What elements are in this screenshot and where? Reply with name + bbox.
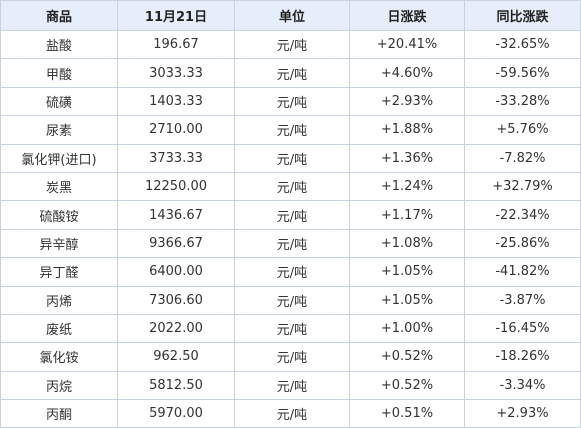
daily-change-cell: +1.17% <box>349 200 465 230</box>
unit-cell: 元/吨 <box>234 370 350 401</box>
header-commodity: 商品 <box>0 0 118 31</box>
price-cell: 5970.00 <box>117 399 235 428</box>
unit-cell: 元/吨 <box>234 342 350 372</box>
daily-change-cell: +1.05% <box>349 257 465 287</box>
table-row: 废纸 2022.00 元/吨 +1.00% -16.45% <box>0 313 581 344</box>
commodity-cell: 丙酮 <box>0 399 118 428</box>
table-header-row: 商品 11月21日 单位 日涨跌 同比涨跌 <box>0 0 581 31</box>
table-row: 盐酸 196.67 元/吨 +20.41% -32.65% <box>0 29 581 60</box>
commodity-cell: 氯化钾(进口) <box>0 143 118 173</box>
yoy-change-cell: +5.76% <box>464 115 581 145</box>
unit-cell: 元/吨 <box>234 313 350 344</box>
table-row: 异辛醇 9366.67 元/吨 +1.08% -25.86% <box>0 228 581 259</box>
unit-cell: 元/吨 <box>234 257 350 287</box>
yoy-change-cell: -22.34% <box>464 200 581 230</box>
daily-change-cell: +1.08% <box>349 228 465 259</box>
yoy-change-cell: -3.34% <box>464 370 581 401</box>
yoy-change-cell: -3.87% <box>464 285 581 315</box>
daily-change-cell: +1.24% <box>349 171 465 202</box>
price-cell: 3033.33 <box>117 58 235 88</box>
yoy-change-cell: -41.82% <box>464 257 581 287</box>
header-daily-change: 日涨跌 <box>349 0 465 31</box>
daily-change-cell: +1.05% <box>349 285 465 315</box>
yoy-change-cell: -7.82% <box>464 143 581 173</box>
unit-cell: 元/吨 <box>234 115 350 145</box>
commodity-cell: 异丁醛 <box>0 257 118 287</box>
commodity-cell: 丙烷 <box>0 370 118 401</box>
yoy-change-cell: +2.93% <box>464 399 581 428</box>
table-row: 氯化钾(进口) 3733.33 元/吨 +1.36% -7.82% <box>0 143 581 173</box>
unit-cell: 元/吨 <box>234 58 350 88</box>
commodity-cell: 氯化铵 <box>0 342 118 372</box>
price-cell: 196.67 <box>117 29 235 60</box>
header-unit: 单位 <box>234 0 350 31</box>
unit-cell: 元/吨 <box>234 200 350 230</box>
unit-cell: 元/吨 <box>234 228 350 259</box>
unit-cell: 元/吨 <box>234 399 350 428</box>
price-cell: 6400.00 <box>117 257 235 287</box>
commodity-cell: 硫酸铵 <box>0 200 118 230</box>
daily-change-cell: +0.52% <box>349 370 465 401</box>
commodity-cell: 丙烯 <box>0 285 118 315</box>
yoy-change-cell: -18.26% <box>464 342 581 372</box>
commodity-cell: 硫磺 <box>0 86 118 117</box>
table-row: 异丁醛 6400.00 元/吨 +1.05% -41.82% <box>0 257 581 287</box>
yoy-change-cell: -33.28% <box>464 86 581 117</box>
price-cell: 962.50 <box>117 342 235 372</box>
table-row: 甲酸 3033.33 元/吨 +4.60% -59.56% <box>0 58 581 88</box>
table-body: 盐酸 196.67 元/吨 +20.41% -32.65% 甲酸 3033.33 元/吨 +4.… <box>0 29 581 428</box>
price-cell: 2710.00 <box>117 115 235 145</box>
header-date-price: 11月21日 <box>117 0 235 31</box>
commodity-cell: 尿素 <box>0 115 118 145</box>
table-row: 硫磺 1403.33 元/吨 +2.93% -33.28% <box>0 86 581 117</box>
table-row: 丙酮 5970.00 元/吨 +0.51% +2.93% <box>0 399 581 428</box>
daily-change-cell: +0.52% <box>349 342 465 372</box>
daily-change-cell: +1.00% <box>349 313 465 344</box>
price-cell: 5812.50 <box>117 370 235 401</box>
commodity-cell: 盐酸 <box>0 29 118 60</box>
daily-change-cell: +2.93% <box>349 86 465 117</box>
table-row: 丙烯 7306.60 元/吨 +1.05% -3.87% <box>0 285 581 315</box>
yoy-change-cell: -32.65% <box>464 29 581 60</box>
unit-cell: 元/吨 <box>234 29 350 60</box>
commodity-cell: 异辛醇 <box>0 228 118 259</box>
table-row: 丙烷 5812.50 元/吨 +0.52% -3.34% <box>0 370 581 401</box>
daily-change-cell: +1.88% <box>349 115 465 145</box>
price-cell: 12250.00 <box>117 171 235 202</box>
daily-change-cell: +20.41% <box>349 29 465 60</box>
unit-cell: 元/吨 <box>234 86 350 117</box>
table-row: 炭黑 12250.00 元/吨 +1.24% +32.79% <box>0 171 581 202</box>
table-row: 尿素 2710.00 元/吨 +1.88% +5.76% <box>0 115 581 145</box>
commodity-cell: 炭黑 <box>0 171 118 202</box>
yoy-change-cell: -59.56% <box>464 58 581 88</box>
daily-change-cell: +0.51% <box>349 399 465 428</box>
daily-change-cell: +1.36% <box>349 143 465 173</box>
yoy-change-cell: +32.79% <box>464 171 581 202</box>
table-row: 硫酸铵 1436.67 元/吨 +1.17% -22.34% <box>0 200 581 230</box>
price-cell: 3733.33 <box>117 143 235 173</box>
commodity-cell: 甲酸 <box>0 58 118 88</box>
unit-cell: 元/吨 <box>234 285 350 315</box>
unit-cell: 元/吨 <box>234 171 350 202</box>
commodity-cell: 废纸 <box>0 313 118 344</box>
unit-cell: 元/吨 <box>234 143 350 173</box>
price-cell: 9366.67 <box>117 228 235 259</box>
price-cell: 7306.60 <box>117 285 235 315</box>
price-cell: 1436.67 <box>117 200 235 230</box>
yoy-change-cell: -16.45% <box>464 313 581 344</box>
price-cell: 1403.33 <box>117 86 235 117</box>
table-row: 氯化铵 962.50 元/吨 +0.52% -18.26% <box>0 342 581 372</box>
daily-change-cell: +4.60% <box>349 58 465 88</box>
price-cell: 2022.00 <box>117 313 235 344</box>
yoy-change-cell: -25.86% <box>464 228 581 259</box>
header-yoy-change: 同比涨跌 <box>464 0 581 31</box>
